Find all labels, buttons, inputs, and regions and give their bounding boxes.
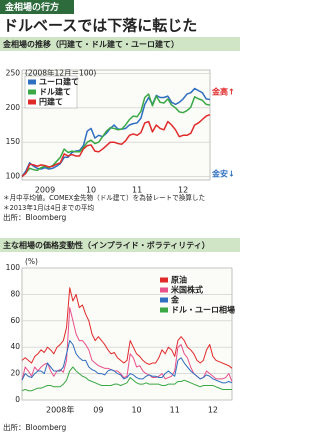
legend-swatch: [160, 277, 168, 283]
legend-label: ドル・ユーロ相場: [171, 305, 235, 315]
series-line: [21, 287, 233, 369]
y-axis-label: (2008年12月＝100): [25, 67, 96, 77]
x-tick-label: 2008年: [46, 405, 74, 415]
legend-label: ドル建て: [39, 87, 71, 97]
legend-swatch: [160, 287, 168, 293]
y-tick-label: 0: [15, 395, 20, 404]
headline: ドルベースでは下落に転じた: [3, 17, 197, 35]
y-tick-label: 40: [10, 342, 20, 351]
annotation: 金安↓: [211, 169, 235, 179]
legend-swatch: [28, 99, 36, 105]
note: ＊2013年1月は4日までの平均: [3, 203, 95, 212]
y-tick-label: 80: [10, 289, 20, 298]
section-title: 金相場の推移（円建て・ドル建て・ユーロ建て）: [2, 39, 179, 49]
y-tick-label: 200: [6, 103, 21, 112]
x-tick-label: 12: [208, 406, 218, 415]
legend-swatch: [28, 89, 36, 95]
legend-swatch: [160, 297, 168, 303]
legend-label: 円建て: [39, 97, 63, 107]
series-line: [21, 340, 233, 384]
tag: 金相場の行方: [4, 1, 59, 13]
y-tick-label: 20: [10, 369, 20, 378]
series-line: [21, 87, 211, 177]
series-line: [21, 93, 211, 178]
legend-label: 金: [170, 295, 180, 305]
section-title: 主な相場の価格変動性（インプライド・ボラティリティ）: [3, 240, 210, 250]
annotation: 金高↑: [211, 87, 235, 97]
legend-label: ユーロ建て: [39, 77, 79, 87]
legend-swatch: [160, 307, 168, 313]
x-tick-label: 09: [93, 406, 103, 415]
series-line: [21, 366, 232, 392]
source: 出所：Bloomberg: [3, 212, 67, 222]
y-tick-label: 250: [6, 68, 21, 77]
legend-swatch: [28, 79, 36, 85]
y-axis-label: (%): [25, 257, 38, 266]
series-line: [21, 113, 211, 178]
y-tick-label: 100: [6, 263, 21, 272]
source: 出所：Bloomberg: [3, 422, 67, 432]
x-tick-label: 11: [132, 186, 142, 195]
x-tick-label: 10: [131, 406, 141, 415]
note: ＊月中平均値。COMEX金先物（ドル建て）を為替レートで換算した: [3, 193, 205, 202]
page: 金相場の行方 ドルベースでは下落に転じた 金相場の推移（円建て・ドル建て・ユーロ…: [0, 0, 240, 432]
y-tick-label: 100: [6, 172, 21, 181]
legend-label: 米国株式: [170, 285, 203, 295]
x-tick-label: 11: [170, 406, 180, 415]
section-band: [0, 37, 240, 51]
tag-band: [0, 0, 74, 14]
legend-label: 原油: [171, 275, 187, 285]
x-tick-label: 12: [178, 186, 188, 195]
x-tick-label: 10: [86, 186, 96, 195]
y-tick-label: 60: [10, 316, 20, 325]
x-tick-label: 2009: [35, 186, 55, 195]
section-band: [0, 238, 240, 252]
y-tick-label: 150: [6, 137, 21, 146]
